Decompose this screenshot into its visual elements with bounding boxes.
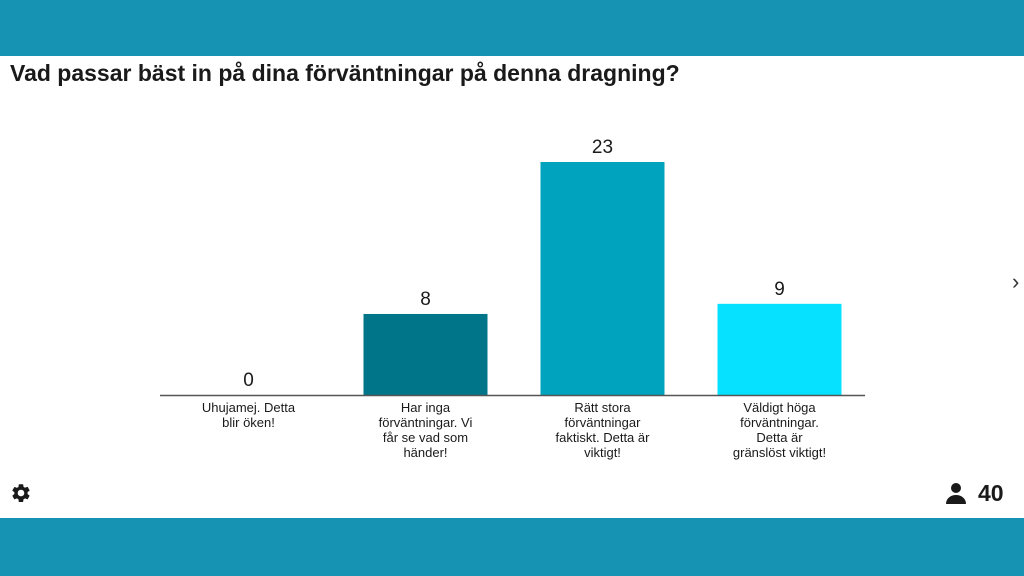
bar-2 (363, 313, 488, 395)
bottom-banner (0, 518, 1024, 576)
settings-button[interactable] (10, 482, 32, 504)
bar-3 (540, 162, 665, 395)
person-icon (946, 483, 966, 504)
category-label-3: Rätt stora förväntningar faktiskt. Detta ä… (556, 400, 651, 460)
next-slide-button[interactable]: › (1012, 269, 1020, 294)
value-label-2: 8 (420, 289, 431, 310)
top-banner (0, 0, 1024, 56)
category-label-1: Uhujamej. Detta blir öken! (202, 400, 296, 430)
bar-4 (717, 303, 842, 395)
gear-icon (12, 484, 30, 502)
question-title: Vad passar bäst in på dina förväntningar… (10, 60, 680, 86)
value-label-3: 23 (592, 137, 613, 158)
participant-counter: 40 (944, 478, 1004, 508)
category-label-4: Väldigt höga förväntningar. Detta är gränsl… (733, 400, 826, 460)
value-label-4: 9 (774, 279, 785, 300)
category-label-2: Har inga förväntningar. Vi får se vad som h… (379, 400, 473, 460)
participant-count: 40 (978, 479, 1004, 506)
value-label-1: 0 (243, 370, 254, 391)
